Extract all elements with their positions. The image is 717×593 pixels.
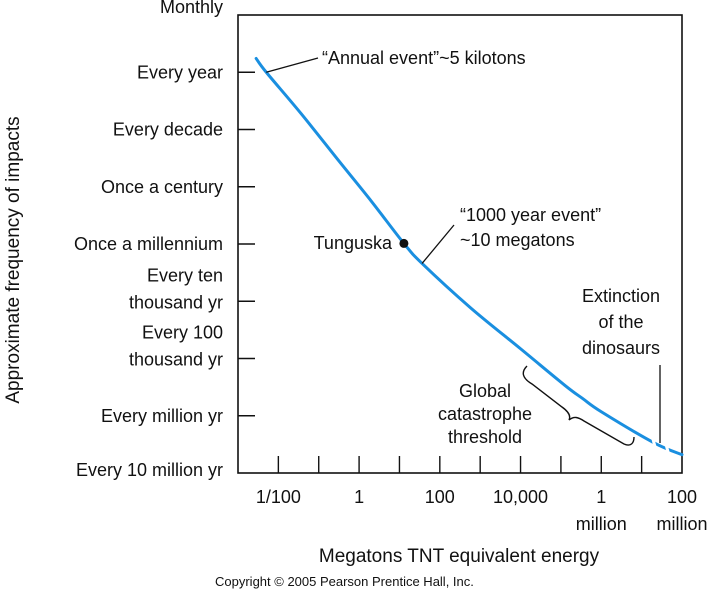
y-tick-label: Every 10 million yr <box>76 460 223 480</box>
y-tick-label: Monthly <box>160 0 223 17</box>
global-threshold-label: threshold <box>448 427 522 447</box>
impact-frequency-curve <box>254 57 684 457</box>
x-axis-tick-labels: 1/100 1 100 10,000 1 million 100 million <box>256 487 708 534</box>
annual-event-label: “Annual event”~5 kilotons <box>322 48 526 68</box>
dinosaur-extinction-label: Extinction <box>582 286 660 306</box>
x-tick-label: 1 <box>596 487 606 507</box>
y-axis-title: Approximate frequency of impacts <box>3 116 24 403</box>
annual-event-leader <box>266 57 319 73</box>
global-threshold-label: Global <box>459 381 511 401</box>
y-axis-tick-labels: Monthly Every year Every decade Once a cent… <box>74 0 223 480</box>
dinosaur-extinction-label: of the <box>598 312 643 332</box>
x-axis-title: Megatons TNT equivalent energy <box>319 546 600 567</box>
y-tick-label: thousand yr <box>129 292 223 312</box>
millennium-event-leader <box>421 224 455 264</box>
y-tick-label: Every year <box>137 62 223 82</box>
x-tick-label: million <box>656 514 707 534</box>
x-tick-label: 1 <box>354 487 364 507</box>
curve-gap <box>663 439 670 453</box>
x-tick-label: 100 <box>425 487 455 507</box>
global-threshold-label: catastrophe <box>438 404 532 424</box>
x-axis-ticks <box>277 456 643 473</box>
annotations-layer: “Annual event”~5 kilotons “1000 year even… <box>266 48 661 447</box>
series-layer <box>254 57 684 457</box>
dinosaur-extinction-label: dinosaurs <box>582 338 660 358</box>
millennium-event-label: ~10 megatons <box>460 230 575 250</box>
tunguska-marker <box>399 238 409 248</box>
y-axis-ticks <box>238 71 255 417</box>
y-tick-label: Every 100 <box>142 323 223 343</box>
copyright-text: Copyright © 2005 Pearson Prentice Hall, … <box>215 574 474 589</box>
tunguska-label: Tunguska <box>314 233 393 253</box>
x-tick-label: 1/100 <box>256 487 301 507</box>
x-tick-label: million <box>576 514 627 534</box>
y-tick-label: Every ten <box>147 265 223 285</box>
y-tick-label: Every decade <box>113 120 223 140</box>
curve-gap <box>650 434 657 448</box>
y-tick-label: Once a century <box>101 177 223 197</box>
x-tick-label: 100 <box>667 487 697 507</box>
millennium-event-label: “1000 year event” <box>460 205 601 225</box>
y-tick-label: Every million yr <box>101 406 223 426</box>
global-threshold-brace <box>522 365 635 446</box>
y-tick-label: Once a millennium <box>74 234 223 254</box>
y-tick-label: thousand yr <box>129 350 223 370</box>
x-tick-label: 10,000 <box>493 487 548 507</box>
